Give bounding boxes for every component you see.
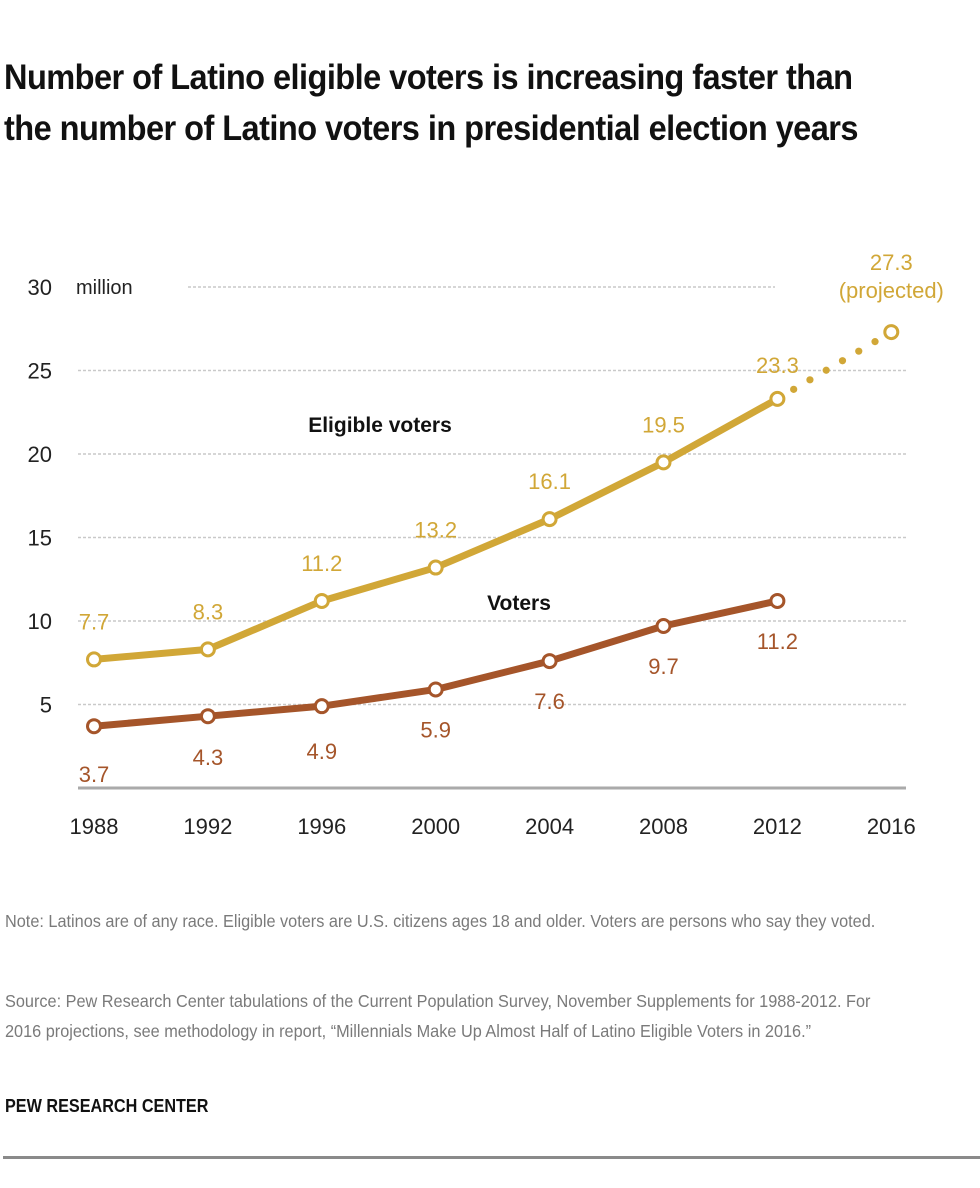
series-group <box>86 324 900 735</box>
data-labels: 7.7 8.3 11.2 13.2 16.1 19.5 23.3 27.3 (projected… <box>79 250 944 787</box>
data-point <box>313 698 330 715</box>
data-point <box>313 592 330 609</box>
x-tick-label: 1992 <box>183 814 232 839</box>
x-tick-label: 2016 <box>867 814 916 839</box>
projection-dot <box>806 376 814 384</box>
data-label: 4.3 <box>193 745 224 770</box>
data-point <box>883 324 900 341</box>
data-point <box>655 454 672 471</box>
series-voters <box>86 592 786 735</box>
data-label: 27.3 <box>870 250 913 275</box>
data-label: 5.9 <box>420 717 451 742</box>
chart-note: Note: Latinos are of any race. Eligible … <box>5 911 876 931</box>
data-point <box>769 390 786 407</box>
y-tick-label: 25 <box>28 359 52 384</box>
data-point <box>655 618 672 635</box>
data-point <box>541 653 558 670</box>
data-point <box>86 651 102 668</box>
projection-dot <box>822 366 830 374</box>
x-tick-label: 2000 <box>411 814 460 839</box>
series-label-eligible-voters: Eligible voters <box>308 414 452 437</box>
y-tick-label: 15 <box>28 526 52 551</box>
data-label: 7.6 <box>534 689 565 714</box>
x-tick-label: 2004 <box>525 814 574 839</box>
projection-annotation: (projected) <box>839 278 944 303</box>
data-point <box>427 681 444 698</box>
line-chart: 5 10 15 20 25 30 million 1988 1992 1996 2000 2004… <box>28 250 944 839</box>
series-eligible-voters <box>86 324 900 668</box>
data-point <box>427 559 444 576</box>
data-label: 3.7 <box>79 762 110 787</box>
data-label: 16.1 <box>528 469 571 494</box>
y-tick-label: 30 <box>28 275 52 300</box>
data-label: 23.3 <box>756 353 799 378</box>
data-label: 19.5 <box>642 412 685 437</box>
data-label: 7.7 <box>79 609 110 634</box>
x-axis-ticks: 1988 1992 1996 2000 2004 2008 2012 2016 <box>70 814 916 839</box>
y-tick-label: 10 <box>28 609 52 634</box>
y-tick-label: 5 <box>40 693 52 718</box>
y-unit-label: million <box>76 277 133 299</box>
projection-dot <box>838 357 847 365</box>
data-point <box>541 511 558 528</box>
data-label: 9.7 <box>648 654 679 679</box>
projection-dot <box>855 347 863 355</box>
bottom-divider <box>3 1156 980 1159</box>
data-label: 11.2 <box>301 551 342 576</box>
gridlines <box>78 286 906 706</box>
y-axis-ticks: 5 10 15 20 25 30 <box>28 275 52 718</box>
data-label: 13.2 <box>414 518 457 543</box>
publisher-logo-text: PEW RESEARCH CENTER <box>5 1096 209 1116</box>
data-point <box>199 641 216 658</box>
data-label: 8.3 <box>193 599 224 624</box>
data-label: 4.9 <box>307 739 338 764</box>
x-tick-label: 2012 <box>753 814 802 839</box>
x-tick-label: 2008 <box>639 814 688 839</box>
x-tick-label: 1988 <box>70 814 119 839</box>
data-point <box>199 708 216 725</box>
data-label: 11.2 <box>757 629 798 654</box>
data-point <box>769 592 786 609</box>
projection-dot <box>871 338 879 346</box>
x-tick-label: 1996 <box>297 814 346 839</box>
series-label-voters: Voters <box>487 592 551 615</box>
chart-source: Source: Pew Research Center tabulations … <box>5 991 871 1041</box>
projection-dot <box>790 385 798 393</box>
data-point <box>86 718 102 735</box>
y-tick-label: 20 <box>28 442 52 467</box>
chart-title: Number of Latino eligible voters is incr… <box>4 58 858 148</box>
